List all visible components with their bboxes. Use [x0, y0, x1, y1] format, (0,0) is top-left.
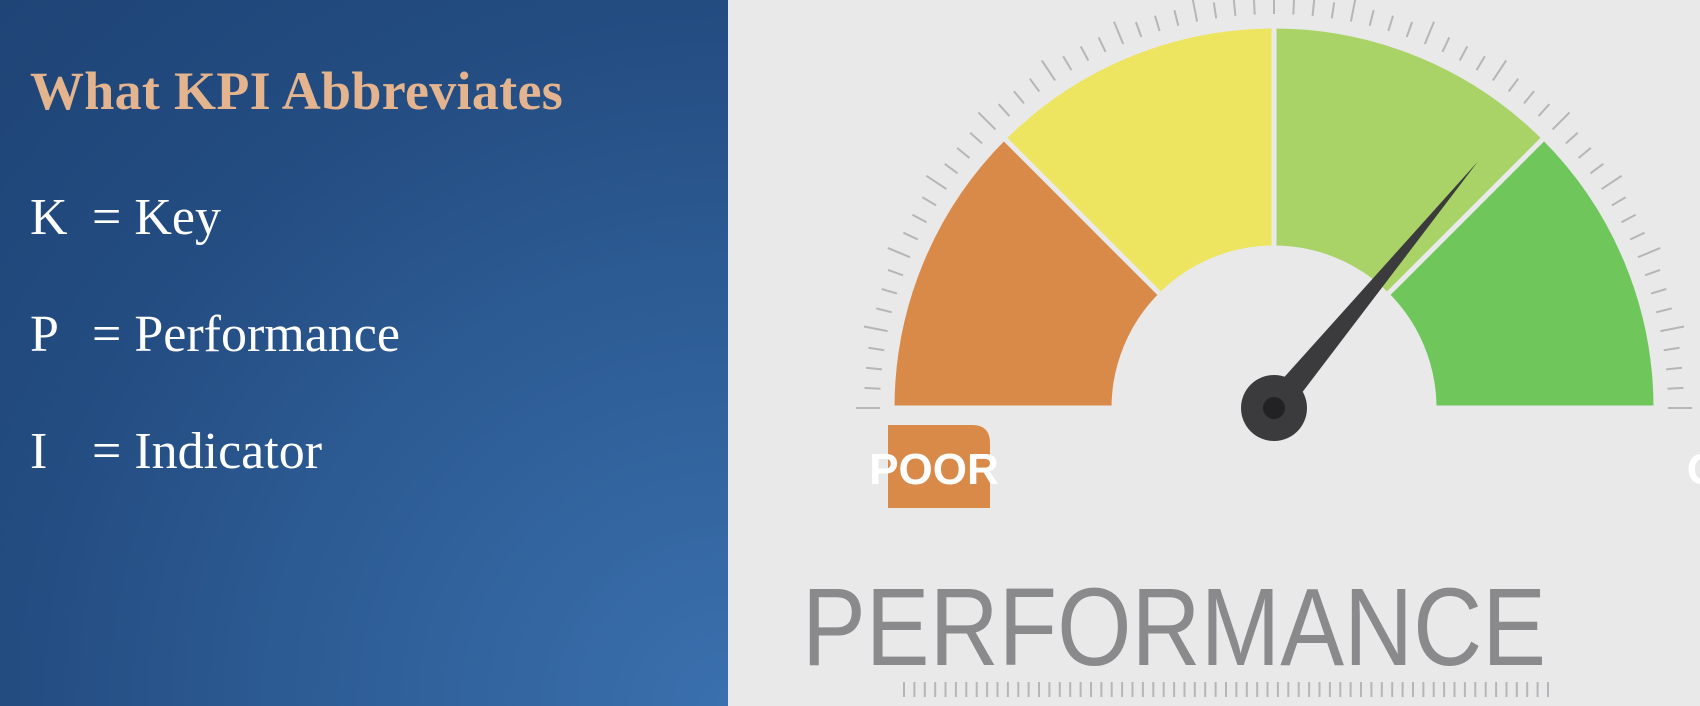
- poor-label: POOR: [869, 445, 999, 494]
- definition-i: I = Indicator: [30, 422, 322, 481]
- gauge-arc: [889, 23, 1659, 411]
- gauge-tick: [902, 231, 919, 241]
- gauge-segment-fair: [1000, 23, 1277, 299]
- gauge-tick: [1660, 325, 1685, 333]
- gauge-tick: [1387, 15, 1394, 32]
- gauge-tick: [1475, 55, 1486, 71]
- performance-gauge: POOR GOOD PERFORMANCE: [802, 0, 1700, 697]
- gauge-tick: [956, 147, 971, 159]
- gauge-tick: [881, 288, 898, 295]
- gauge-tick: [1232, 0, 1237, 17]
- gauge-tick: [876, 307, 893, 314]
- gauge-tick: [1644, 268, 1661, 277]
- gauge-tick: [1423, 21, 1435, 45]
- gauge-tick: [1589, 162, 1604, 175]
- gauge-tick: [1577, 147, 1592, 159]
- gauge-tick: [911, 213, 927, 224]
- gauge-tick: [1040, 59, 1056, 81]
- gauge-tick: [1173, 10, 1180, 27]
- gauge-tick: [1621, 213, 1637, 224]
- gauge-tick: [1013, 90, 1025, 105]
- gauge-tick: [925, 174, 947, 190]
- gauge-tick: [1665, 366, 1683, 371]
- gauge-tick: [1507, 78, 1520, 93]
- gauge-tick: [1311, 0, 1316, 17]
- gauge-tick: [1523, 90, 1535, 105]
- gauge-tick: [1441, 36, 1451, 53]
- definition-text: = Indicator: [92, 423, 323, 480]
- gauge-tick: [1565, 131, 1579, 145]
- gauge-panel: POOR GOOD PERFORMANCE: [728, 0, 1700, 706]
- gauge-tick: [1154, 15, 1161, 32]
- needle-hub-center: [1263, 397, 1285, 419]
- definition-text: = Performance: [92, 306, 400, 363]
- gauge-tick: [1667, 386, 1684, 390]
- gauge-tick: [1349, 0, 1357, 22]
- gauge-segment-good: [1383, 134, 1659, 411]
- gauge-tick: [1113, 21, 1125, 45]
- gauge-tick: [1601, 174, 1623, 190]
- definitions-panel: What KPI Abbreviates K = Key P = Performan…: [0, 0, 728, 706]
- gauge-needle: [1241, 161, 1478, 441]
- gauge-tick: [969, 131, 983, 145]
- gauge-tick: [921, 196, 937, 207]
- gauge-tick: [887, 247, 911, 259]
- gauge-tick: [944, 162, 959, 175]
- gauge-tick: [1637, 247, 1661, 259]
- gauge-outer-ticks: [856, 0, 1692, 409]
- gauge-tick: [1191, 0, 1199, 22]
- definition-letter: I: [30, 423, 48, 480]
- slide-heading: What KPI Abbreviates: [30, 61, 564, 121]
- gauge-tick: [1551, 111, 1571, 131]
- gauge-tick: [1629, 231, 1646, 241]
- gauge-tick: [887, 268, 904, 277]
- gauge-tick: [868, 346, 885, 352]
- gauge-tick: [1028, 78, 1041, 93]
- gauge-tick: [1663, 346, 1680, 352]
- poor-badge: POOR: [869, 425, 999, 508]
- gauge-tick: [1292, 0, 1296, 15]
- good-badge: GOOD: [1687, 445, 1700, 494]
- needle-pointer: [1264, 161, 1478, 417]
- gauge-tick: [1212, 2, 1218, 19]
- definition-k: K = Key: [30, 188, 221, 247]
- gauge-tick: [997, 103, 1011, 117]
- gauge-tick: [1079, 45, 1090, 61]
- gauge-tick: [1252, 0, 1256, 15]
- gauge-tick: [1458, 45, 1469, 61]
- definition-letter: P: [30, 306, 59, 363]
- gauge-title: PERFORMANCE: [802, 566, 1546, 689]
- gauge-tick: [1062, 55, 1073, 71]
- poor-badge-box: [888, 425, 990, 508]
- gauge-tick: [1492, 59, 1508, 81]
- gauge-tick: [1368, 10, 1375, 27]
- title-ruler-ticks: [903, 682, 1549, 697]
- definition-text: = Key: [92, 189, 221, 246]
- gauge-tick: [1134, 21, 1143, 38]
- gauge-tick: [1330, 2, 1336, 19]
- gauge-tick: [863, 325, 888, 333]
- definition-letter: K: [30, 189, 68, 246]
- gauge-tick: [1537, 103, 1551, 117]
- good-label: GOOD: [1687, 445, 1700, 494]
- gauge-tick: [864, 386, 881, 390]
- gauge-tick: [865, 366, 883, 371]
- gauge-tick: [1650, 288, 1667, 295]
- gauge-tick: [1097, 36, 1107, 53]
- gauge-tick: [1405, 21, 1414, 38]
- gauge-segment-decent: [1271, 23, 1548, 299]
- gauge-tick: [1655, 307, 1672, 314]
- definition-p: P = Performance: [30, 305, 400, 364]
- gauge-tick: [977, 111, 997, 131]
- gauge-segment-poor: [889, 134, 1165, 411]
- gauge-tick: [1611, 196, 1627, 207]
